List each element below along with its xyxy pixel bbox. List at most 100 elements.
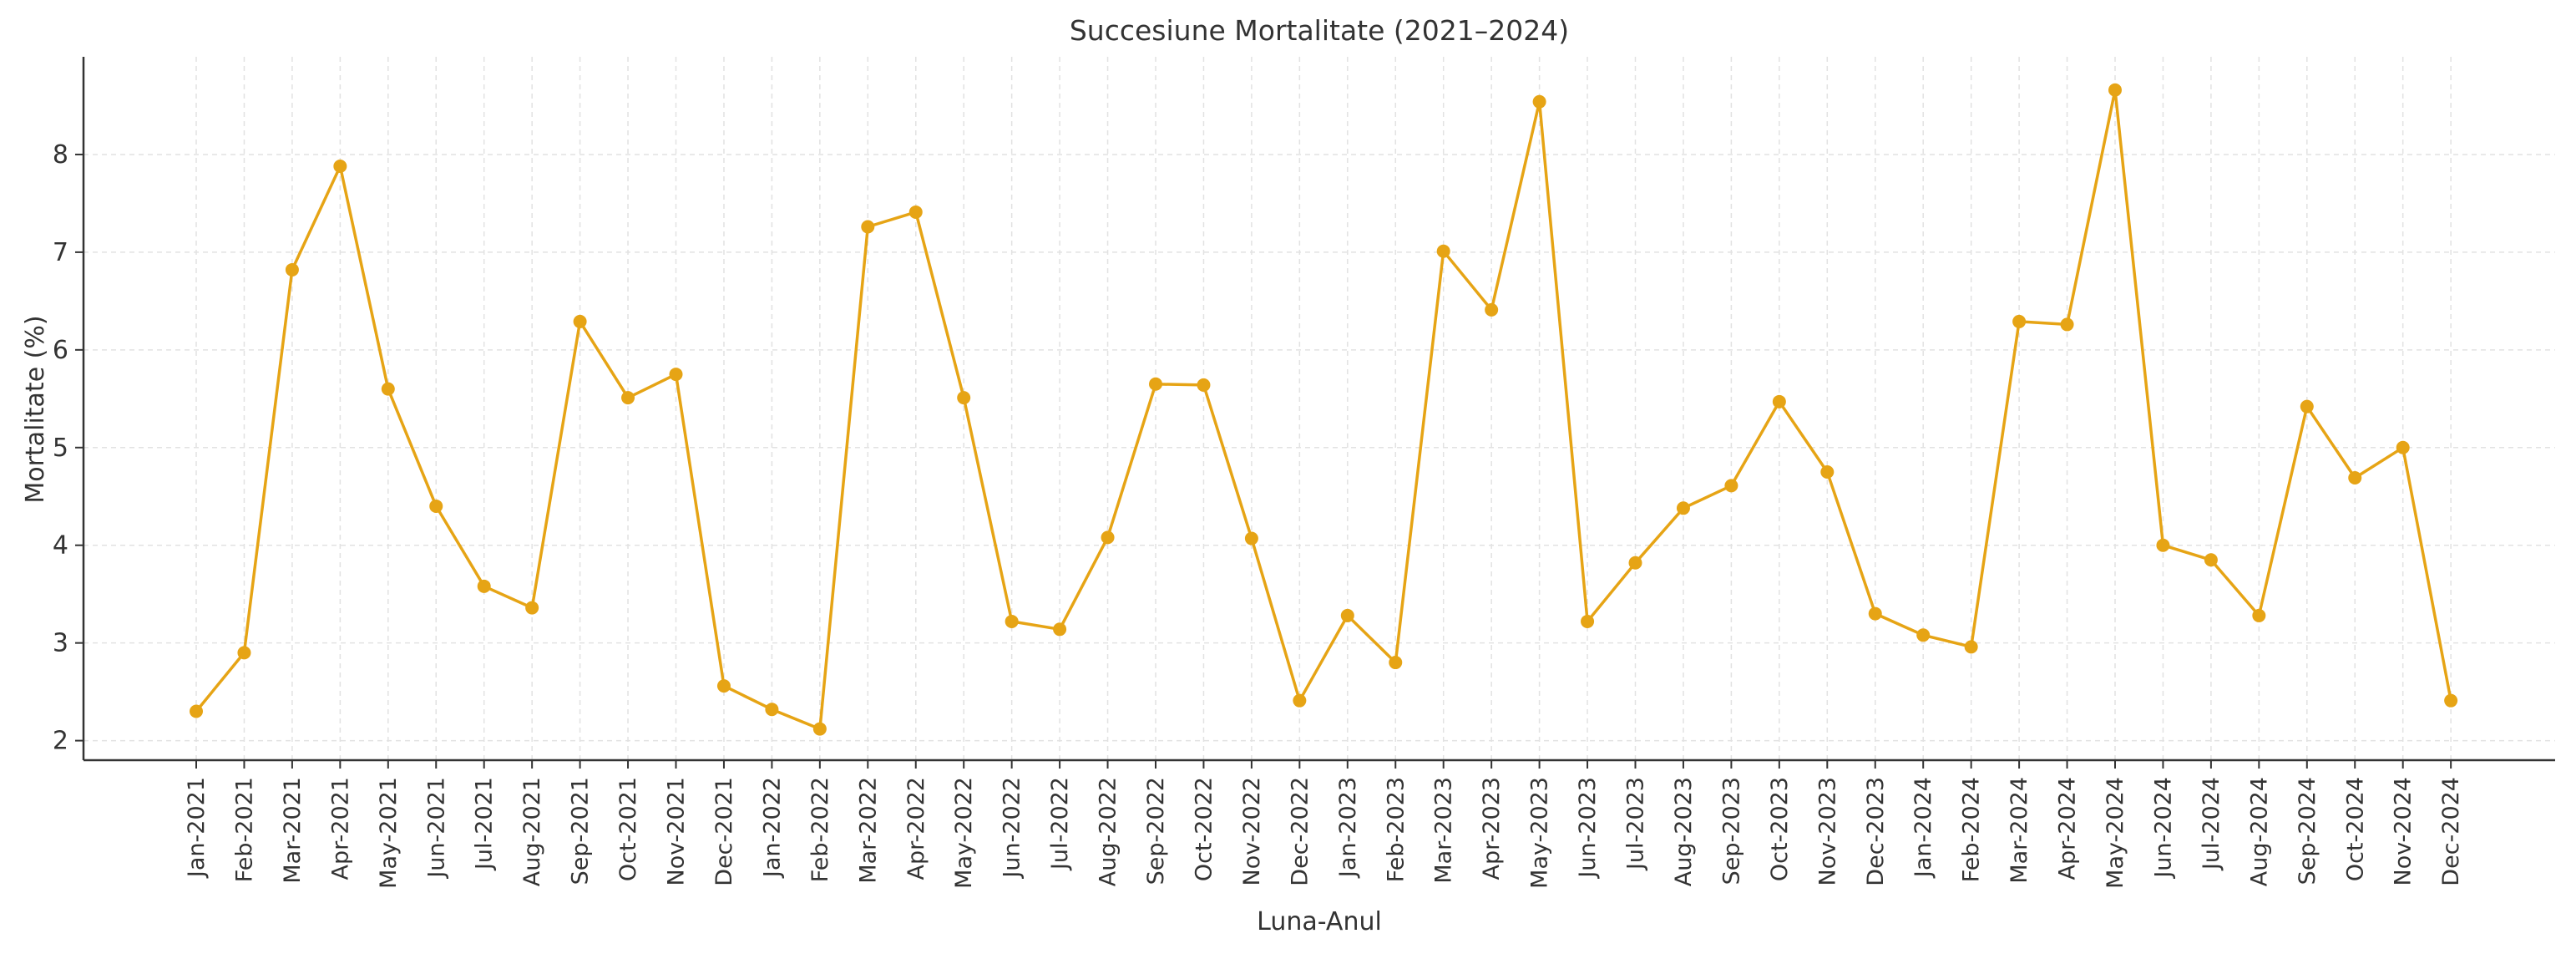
x-tick-label: Jun-2024 xyxy=(2150,777,2176,880)
data-point xyxy=(1724,479,1738,493)
x-tick-label: Sep-2024 xyxy=(2295,777,2320,885)
x-axis-label: Luna-Anul xyxy=(1257,907,1382,936)
x-tick-label: Dec-2023 xyxy=(1863,777,1889,886)
series-line xyxy=(195,89,2452,731)
data-point xyxy=(2060,317,2074,332)
data-point xyxy=(2156,538,2170,552)
x-tick-label: Nov-2024 xyxy=(2391,777,2417,885)
data-point xyxy=(285,262,299,277)
data-point xyxy=(1005,614,1019,628)
data-point xyxy=(190,704,203,718)
data-point xyxy=(1197,378,1211,392)
x-tick-label: Nov-2022 xyxy=(1239,777,1265,885)
data-point xyxy=(621,391,635,405)
data-point xyxy=(861,220,875,234)
data-point xyxy=(1436,244,1450,258)
data-point xyxy=(2348,471,2362,485)
x-tick-labels: Jan-2021 Feb-2021 Mar-2021 Apr-2021 May-2021… xyxy=(184,777,2464,889)
data-point xyxy=(2444,693,2458,708)
data-point xyxy=(1820,465,1835,480)
x-tick-label: Apr-2023 xyxy=(1479,777,1505,880)
data-point xyxy=(1916,628,1931,642)
data-point xyxy=(1532,94,1546,109)
y-tick-label: 8 xyxy=(53,140,68,170)
x-tick-label: Jun-2023 xyxy=(1575,777,1601,880)
x-tick-label: Nov-2023 xyxy=(1814,777,1840,885)
x-tick-label: Jul-2024 xyxy=(2199,777,2224,871)
x-tick-label: Dec-2021 xyxy=(711,777,737,886)
x-tick-label: Aug-2022 xyxy=(1096,777,1121,886)
data-point xyxy=(477,579,491,593)
data-point xyxy=(669,368,683,382)
data-point xyxy=(1628,556,1642,570)
data-point xyxy=(812,722,827,736)
x-tick-label: Oct-2022 xyxy=(1191,777,1217,881)
x-tick-label: Oct-2024 xyxy=(2342,777,2368,881)
chart-title: Succesiune Mortalitate (2021–2024) xyxy=(1070,14,1569,47)
data-point xyxy=(1340,608,1354,622)
y-tick-labels: 2 3 4 5 6 7 8 xyxy=(53,140,68,756)
data-point xyxy=(1053,622,1067,637)
data-point xyxy=(2396,440,2410,454)
data-point xyxy=(1964,640,1978,654)
data-point xyxy=(2012,314,2027,328)
data-point xyxy=(1149,377,1162,391)
data-point xyxy=(381,382,395,396)
data-point xyxy=(2252,608,2266,622)
data-point xyxy=(1293,693,1307,708)
x-tick-label: Mar-2023 xyxy=(1431,777,1457,884)
x-tick-label: Feb-2022 xyxy=(807,777,833,882)
x-tick-label: Jan-2022 xyxy=(759,777,785,879)
x-tick-label: Jan-2024 xyxy=(1910,777,1936,879)
x-tick-label: May-2022 xyxy=(951,777,977,889)
x-tick-label: May-2023 xyxy=(1527,777,1553,889)
y-axis-label: Mortalitate (%) xyxy=(21,315,50,503)
data-point xyxy=(237,646,251,660)
data-point xyxy=(716,679,731,693)
data-point xyxy=(1581,614,1595,628)
x-tick-label: Jun-2021 xyxy=(423,777,449,880)
x-tick-label: May-2024 xyxy=(2103,777,2128,889)
data-point xyxy=(957,391,971,405)
data-point xyxy=(525,601,539,615)
series xyxy=(190,83,2458,736)
x-tick-label: Jun-2022 xyxy=(1000,777,1025,880)
data-point xyxy=(1101,530,1115,545)
data-point xyxy=(2204,553,2218,567)
data-point xyxy=(1244,531,1258,545)
x-tick-label: Aug-2023 xyxy=(1671,777,1697,886)
data-point xyxy=(1389,656,1403,670)
data-point xyxy=(573,314,587,328)
x-tick-label: Sep-2021 xyxy=(568,777,594,885)
x-tick-label: Oct-2021 xyxy=(615,777,641,881)
x-tick-label: Jul-2023 xyxy=(1623,777,1649,871)
x-tick-label: Apr-2021 xyxy=(327,777,353,880)
x-tick-label: May-2021 xyxy=(376,777,402,889)
x-tick-label: Feb-2023 xyxy=(1383,777,1409,882)
y-tick-label: 2 xyxy=(53,727,68,756)
x-tick-label: Jul-2022 xyxy=(1047,777,1073,871)
x-tick-label: Jul-2021 xyxy=(472,777,498,871)
data-point xyxy=(2108,83,2122,97)
x-tick-label: Apr-2022 xyxy=(903,777,929,880)
x-tick-label: Dec-2024 xyxy=(2438,777,2464,886)
data-point xyxy=(2300,399,2314,414)
x-tick-label: Mar-2021 xyxy=(280,777,306,884)
x-tick-label: Jan-2021 xyxy=(184,777,210,879)
x-tick-label: Aug-2024 xyxy=(2246,777,2272,886)
y-tick-label: 7 xyxy=(53,238,68,267)
x-tick-label: Feb-2021 xyxy=(231,777,257,882)
y-tick-label: 4 xyxy=(53,531,68,561)
y-tick-label: 6 xyxy=(53,336,68,365)
x-tick-label: Sep-2023 xyxy=(1718,777,1744,885)
data-point xyxy=(1772,394,1786,408)
x-tick-label: Apr-2024 xyxy=(2055,777,2081,880)
data-point xyxy=(1868,606,1882,621)
data-point xyxy=(1485,302,1499,317)
axes xyxy=(75,57,2555,769)
data-point xyxy=(765,703,779,717)
x-tick-label: Oct-2023 xyxy=(1767,777,1793,881)
x-tick-label: Nov-2021 xyxy=(664,777,690,885)
